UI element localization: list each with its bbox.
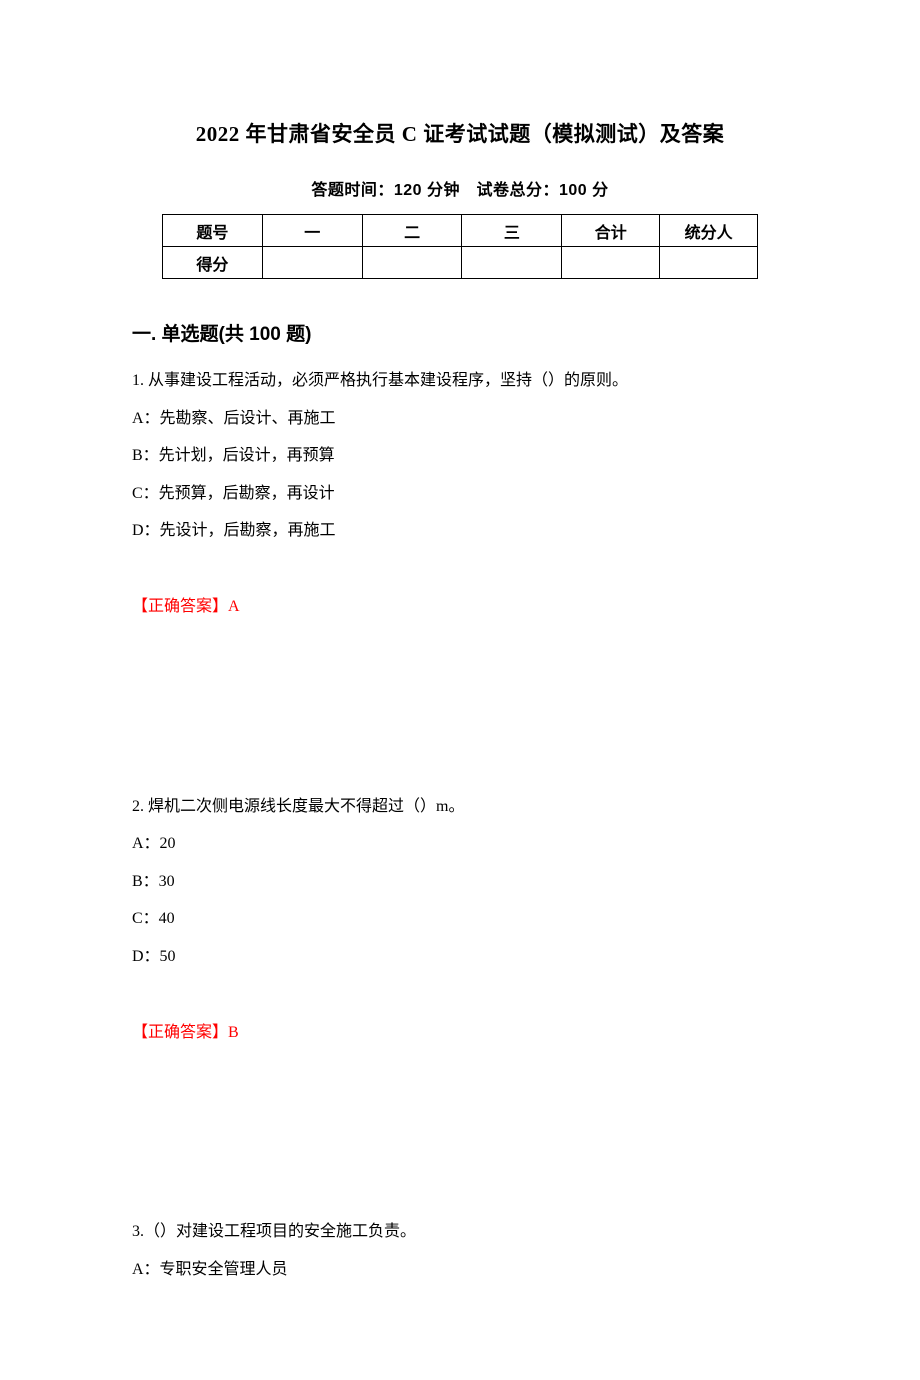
cell-header-two: 二	[362, 215, 462, 247]
question-text: 2. 焊机二次侧电源线长度最大不得超过（）m。	[132, 788, 788, 826]
exam-page: 2022 年甘肃省安全员 C 证考试试题（模拟测试）及答案 答题时间：120 分…	[0, 0, 920, 1380]
cell-score-one	[262, 247, 362, 279]
question-option: C：先预算，后勘察，再设计	[132, 475, 788, 513]
spacer	[132, 1083, 788, 1213]
cell-header-label: 题号	[163, 215, 263, 247]
score-table: 题号 一 二 三 合计 统分人 得分	[162, 214, 758, 279]
question-text: 1. 从事建设工程活动，必须严格执行基本建设程序，坚持（）的原则。	[132, 362, 788, 400]
question-option: A：先勘察、后设计、再施工	[132, 400, 788, 438]
cell-score-three	[462, 247, 562, 279]
question-option: A：专职安全管理人员	[132, 1251, 788, 1289]
exam-subtitle: 答题时间：120 分钟 试卷总分：100 分	[132, 176, 788, 200]
question-block: 3.（）对建设工程项目的安全施工负责。 A：专职安全管理人员	[132, 1213, 788, 1288]
cell-score-label: 得分	[163, 247, 263, 279]
cell-header-three: 三	[462, 215, 562, 247]
question-option: B：先计划，后设计，再预算	[132, 437, 788, 475]
spacer	[132, 658, 788, 788]
question-option: D：50	[132, 938, 788, 976]
question-option: A：20	[132, 825, 788, 863]
page-title: 2022 年甘肃省安全员 C 证考试试题（模拟测试）及答案	[132, 118, 788, 148]
table-row: 题号 一 二 三 合计 统分人	[163, 215, 758, 247]
answer-text: 【正确答案】A	[132, 588, 788, 626]
cell-score-total	[562, 247, 660, 279]
cell-header-scorer: 统分人	[660, 215, 758, 247]
cell-score-scorer	[660, 247, 758, 279]
question-block: 2. 焊机二次侧电源线长度最大不得超过（）m。 A：20 B：30 C：40 D…	[132, 788, 788, 1052]
question-text: 3.（）对建设工程项目的安全施工负责。	[132, 1213, 788, 1251]
cell-header-one: 一	[262, 215, 362, 247]
question-option: C：40	[132, 900, 788, 938]
question-block: 1. 从事建设工程活动，必须严格执行基本建设程序，坚持（）的原则。 A：先勘察、…	[132, 362, 788, 626]
cell-header-total: 合计	[562, 215, 660, 247]
cell-score-two	[362, 247, 462, 279]
section-heading: 一. 单选题(共 100 题)	[132, 319, 788, 346]
question-option: B：30	[132, 863, 788, 901]
question-option: D：先设计，后勘察，再施工	[132, 512, 788, 550]
table-row: 得分	[163, 247, 758, 279]
answer-text: 【正确答案】B	[132, 1014, 788, 1052]
